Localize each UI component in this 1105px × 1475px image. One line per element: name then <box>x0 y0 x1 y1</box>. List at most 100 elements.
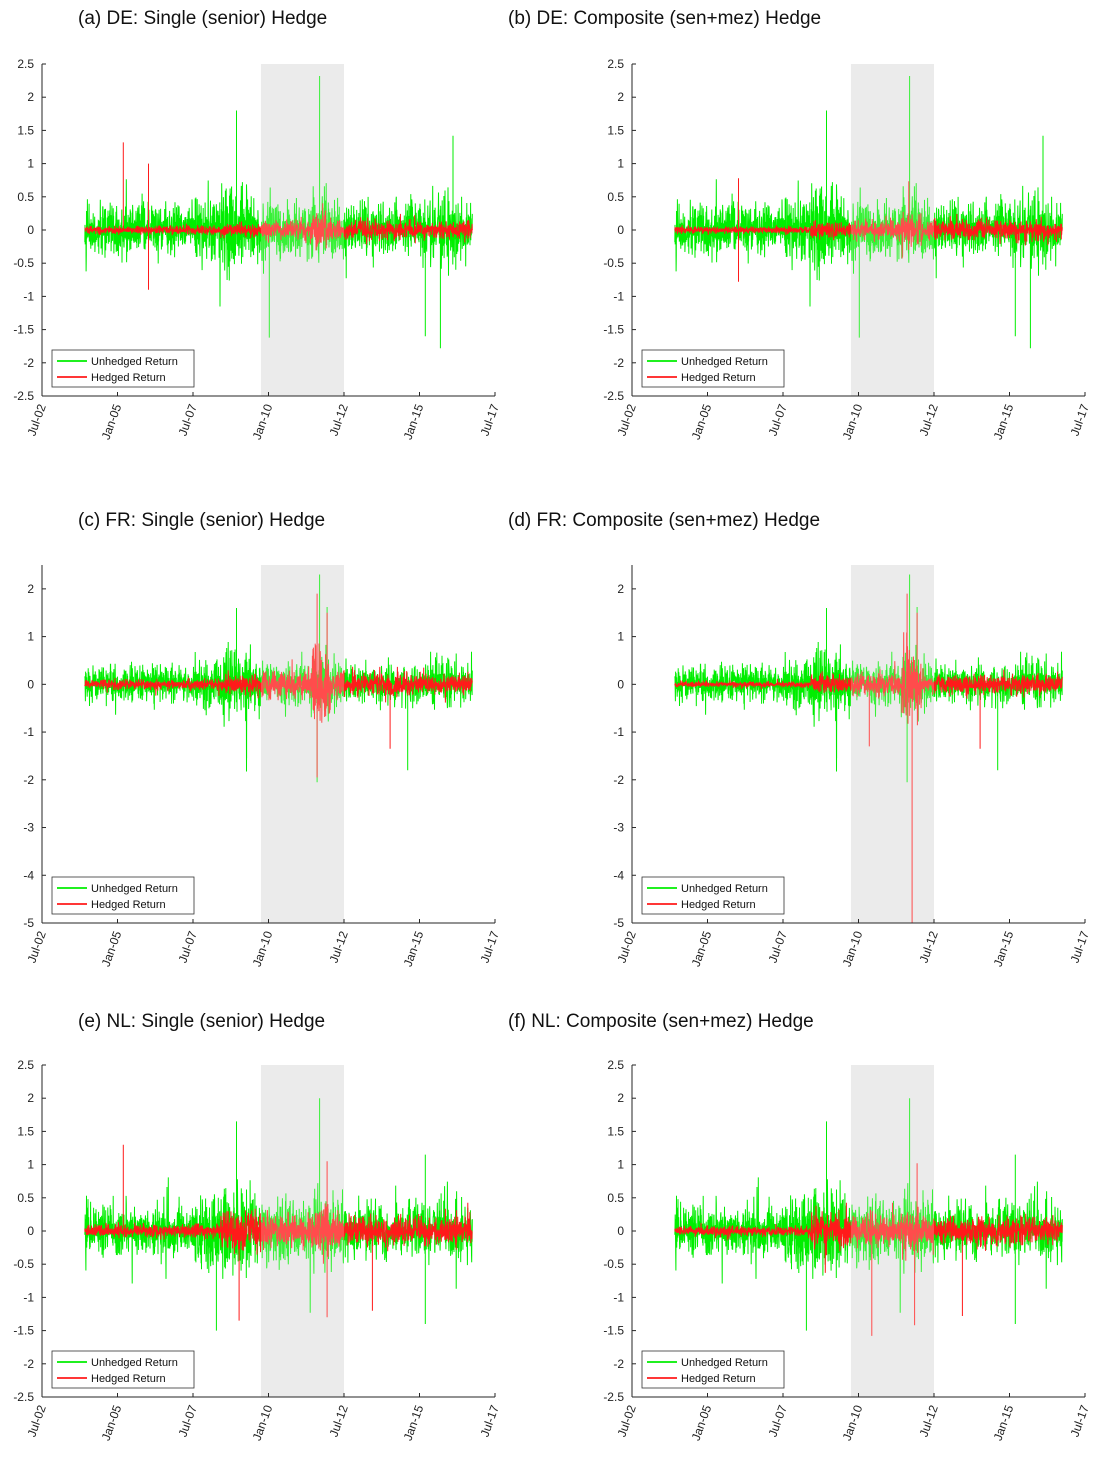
plot-area <box>674 1098 1063 1336</box>
panel-title: (b) DE: Composite (sen+mez) Hedge <box>508 8 821 29</box>
panel-title: (c) FR: Single (senior) Hedge <box>78 510 325 531</box>
series-unhedged-line <box>674 76 1063 349</box>
plot-area <box>84 574 473 783</box>
series-hedged-line <box>674 178 1063 282</box>
chart-panel-5: (e) NL: Single (senior) Hedge -2.5 -2 -1.5 -… <box>13 1011 502 1443</box>
crisis-overlay <box>260 565 344 923</box>
legend-box <box>641 876 785 915</box>
x-tick-label: Jul-07 <box>765 1403 789 1439</box>
crisis-overlay <box>260 64 344 396</box>
x-tick-label: Jul-17 <box>1067 1403 1091 1439</box>
x-tick-label: Jul-07 <box>765 402 789 438</box>
x-tick-label: Jan-05 <box>689 929 715 969</box>
y-tick-label: 1 <box>617 630 624 644</box>
x-tick-label: Jul-12 <box>326 1403 350 1439</box>
legend-hedged-label: Hedged Return <box>681 1373 756 1385</box>
y-tick-label: -1.5 <box>13 1324 34 1338</box>
legend-box <box>51 349 195 388</box>
y-tick-label: 1 <box>27 1158 34 1172</box>
plot-area <box>674 76 1063 349</box>
y-tick-label: 2.5 <box>17 57 34 71</box>
y-tick-label: -1 <box>23 725 34 739</box>
y-tick-label: 0 <box>27 677 34 691</box>
y-tick-label: -2 <box>23 356 34 370</box>
y-tick-label: -5 <box>23 916 34 930</box>
x-tick-label: Jul-07 <box>175 1403 199 1439</box>
chart-panel-2: (b) DE: Composite (sen+mez) Hedge -2.5 -2 -… <box>508 8 1092 442</box>
legend-unhedged-label: Unhedged Return <box>91 1357 178 1369</box>
y-tick-label: -1.5 <box>603 1324 624 1338</box>
y-tick-label: 2 <box>617 1091 624 1105</box>
y-tick-label: -5 <box>613 916 624 930</box>
x-tick-label: Jan-15 <box>401 402 427 442</box>
x-tick-label: Jan-05 <box>689 402 715 442</box>
x-tick-label: Jul-12 <box>916 929 940 965</box>
legend: Unhedged Return Hedged Return <box>51 349 195 388</box>
y-tick-label: -2.5 <box>603 1390 624 1404</box>
y-tick-label: -1 <box>613 289 624 303</box>
x-tick-label: Jan-10 <box>250 929 276 969</box>
x-tick-label: Jul-17 <box>1067 929 1091 965</box>
x-tick-label: Jan-15 <box>991 929 1017 969</box>
plot-area <box>84 1098 473 1331</box>
y-tick-label: -3 <box>613 821 624 835</box>
crisis-shading <box>850 565 934 923</box>
y-tick-label: -1 <box>613 725 624 739</box>
y-tick-label: 2.5 <box>607 1058 624 1072</box>
legend-box <box>641 349 785 388</box>
legend: Unhedged Return Hedged Return <box>51 876 195 915</box>
series-unhedged-line <box>674 1098 1063 1331</box>
y-tick-label: 1 <box>27 157 34 171</box>
y-tick-label: 2 <box>27 582 34 596</box>
y-tick-label: -1 <box>613 1290 624 1304</box>
y-tick-label: -2 <box>23 773 34 787</box>
x-tick-label: Jan-15 <box>991 402 1017 442</box>
y-tick-label: -0.5 <box>603 256 624 270</box>
crisis-shading <box>260 565 344 923</box>
y-tick-label: -2.5 <box>13 389 34 403</box>
x-tick-label: Jan-10 <box>840 929 866 969</box>
x-tick-label: Jul-12 <box>326 929 350 965</box>
legend-box <box>51 1350 195 1389</box>
x-tick-label: Jul-17 <box>477 1403 501 1439</box>
y-tick-label: -0.5 <box>13 256 34 270</box>
y-tick-label: 1.5 <box>17 123 34 137</box>
y-tick-label: 0 <box>617 223 624 237</box>
y-tick-label: -4 <box>23 868 34 882</box>
chart-panel-4: (d) FR: Composite (sen+mez) Hedge -5 -4 -3 -… <box>508 510 1092 969</box>
x-tick-label: Jan-05 <box>689 1403 715 1443</box>
chart-panel-3: (c) FR: Single (senior) Hedge -5 -4 -3 -2 -1 0… <box>23 510 502 969</box>
y-tick-label: -3 <box>23 821 34 835</box>
y-tick-label: 1.5 <box>607 1124 624 1138</box>
crisis-overlay <box>850 1065 934 1397</box>
x-tick-label: Jul-07 <box>175 929 199 965</box>
y-tick-label: -1.5 <box>13 323 34 337</box>
x-tick-label: Jul-07 <box>765 929 789 965</box>
legend-unhedged-label: Unhedged Return <box>681 356 768 368</box>
y-tick-label: -2.5 <box>13 1390 34 1404</box>
y-tick-label: -4 <box>613 868 624 882</box>
y-tick-label: 2 <box>27 1091 34 1105</box>
panel-title: (d) FR: Composite (sen+mez) Hedge <box>508 510 820 531</box>
y-tick-label: 2 <box>27 90 34 104</box>
y-tick-label: -2 <box>23 1357 34 1371</box>
x-tick-label: Jan-10 <box>250 1403 276 1443</box>
x-tick-label: Jul-17 <box>477 402 501 438</box>
y-tick-label: -2 <box>613 356 624 370</box>
x-tick-label: Jul-17 <box>1067 402 1091 438</box>
y-tick-label: 0 <box>617 677 624 691</box>
legend-unhedged-label: Unhedged Return <box>681 1357 768 1369</box>
x-tick-label: Jul-02 <box>614 1403 638 1439</box>
panel-title: (f) NL: Composite (sen+mez) Hedge <box>508 1011 814 1032</box>
series-hedged-line <box>674 593 1063 923</box>
y-tick-label: 0.5 <box>607 1191 624 1205</box>
y-tick-label: 1 <box>617 1158 624 1172</box>
y-tick-label: 1 <box>617 157 624 171</box>
series-unhedged-line <box>84 1098 473 1331</box>
series-hedged-line <box>84 593 473 778</box>
x-tick-label: Jul-17 <box>477 929 501 965</box>
y-tick-label: 0 <box>27 223 34 237</box>
y-tick-label: -2 <box>613 773 624 787</box>
y-tick-label: -2 <box>613 1357 624 1371</box>
